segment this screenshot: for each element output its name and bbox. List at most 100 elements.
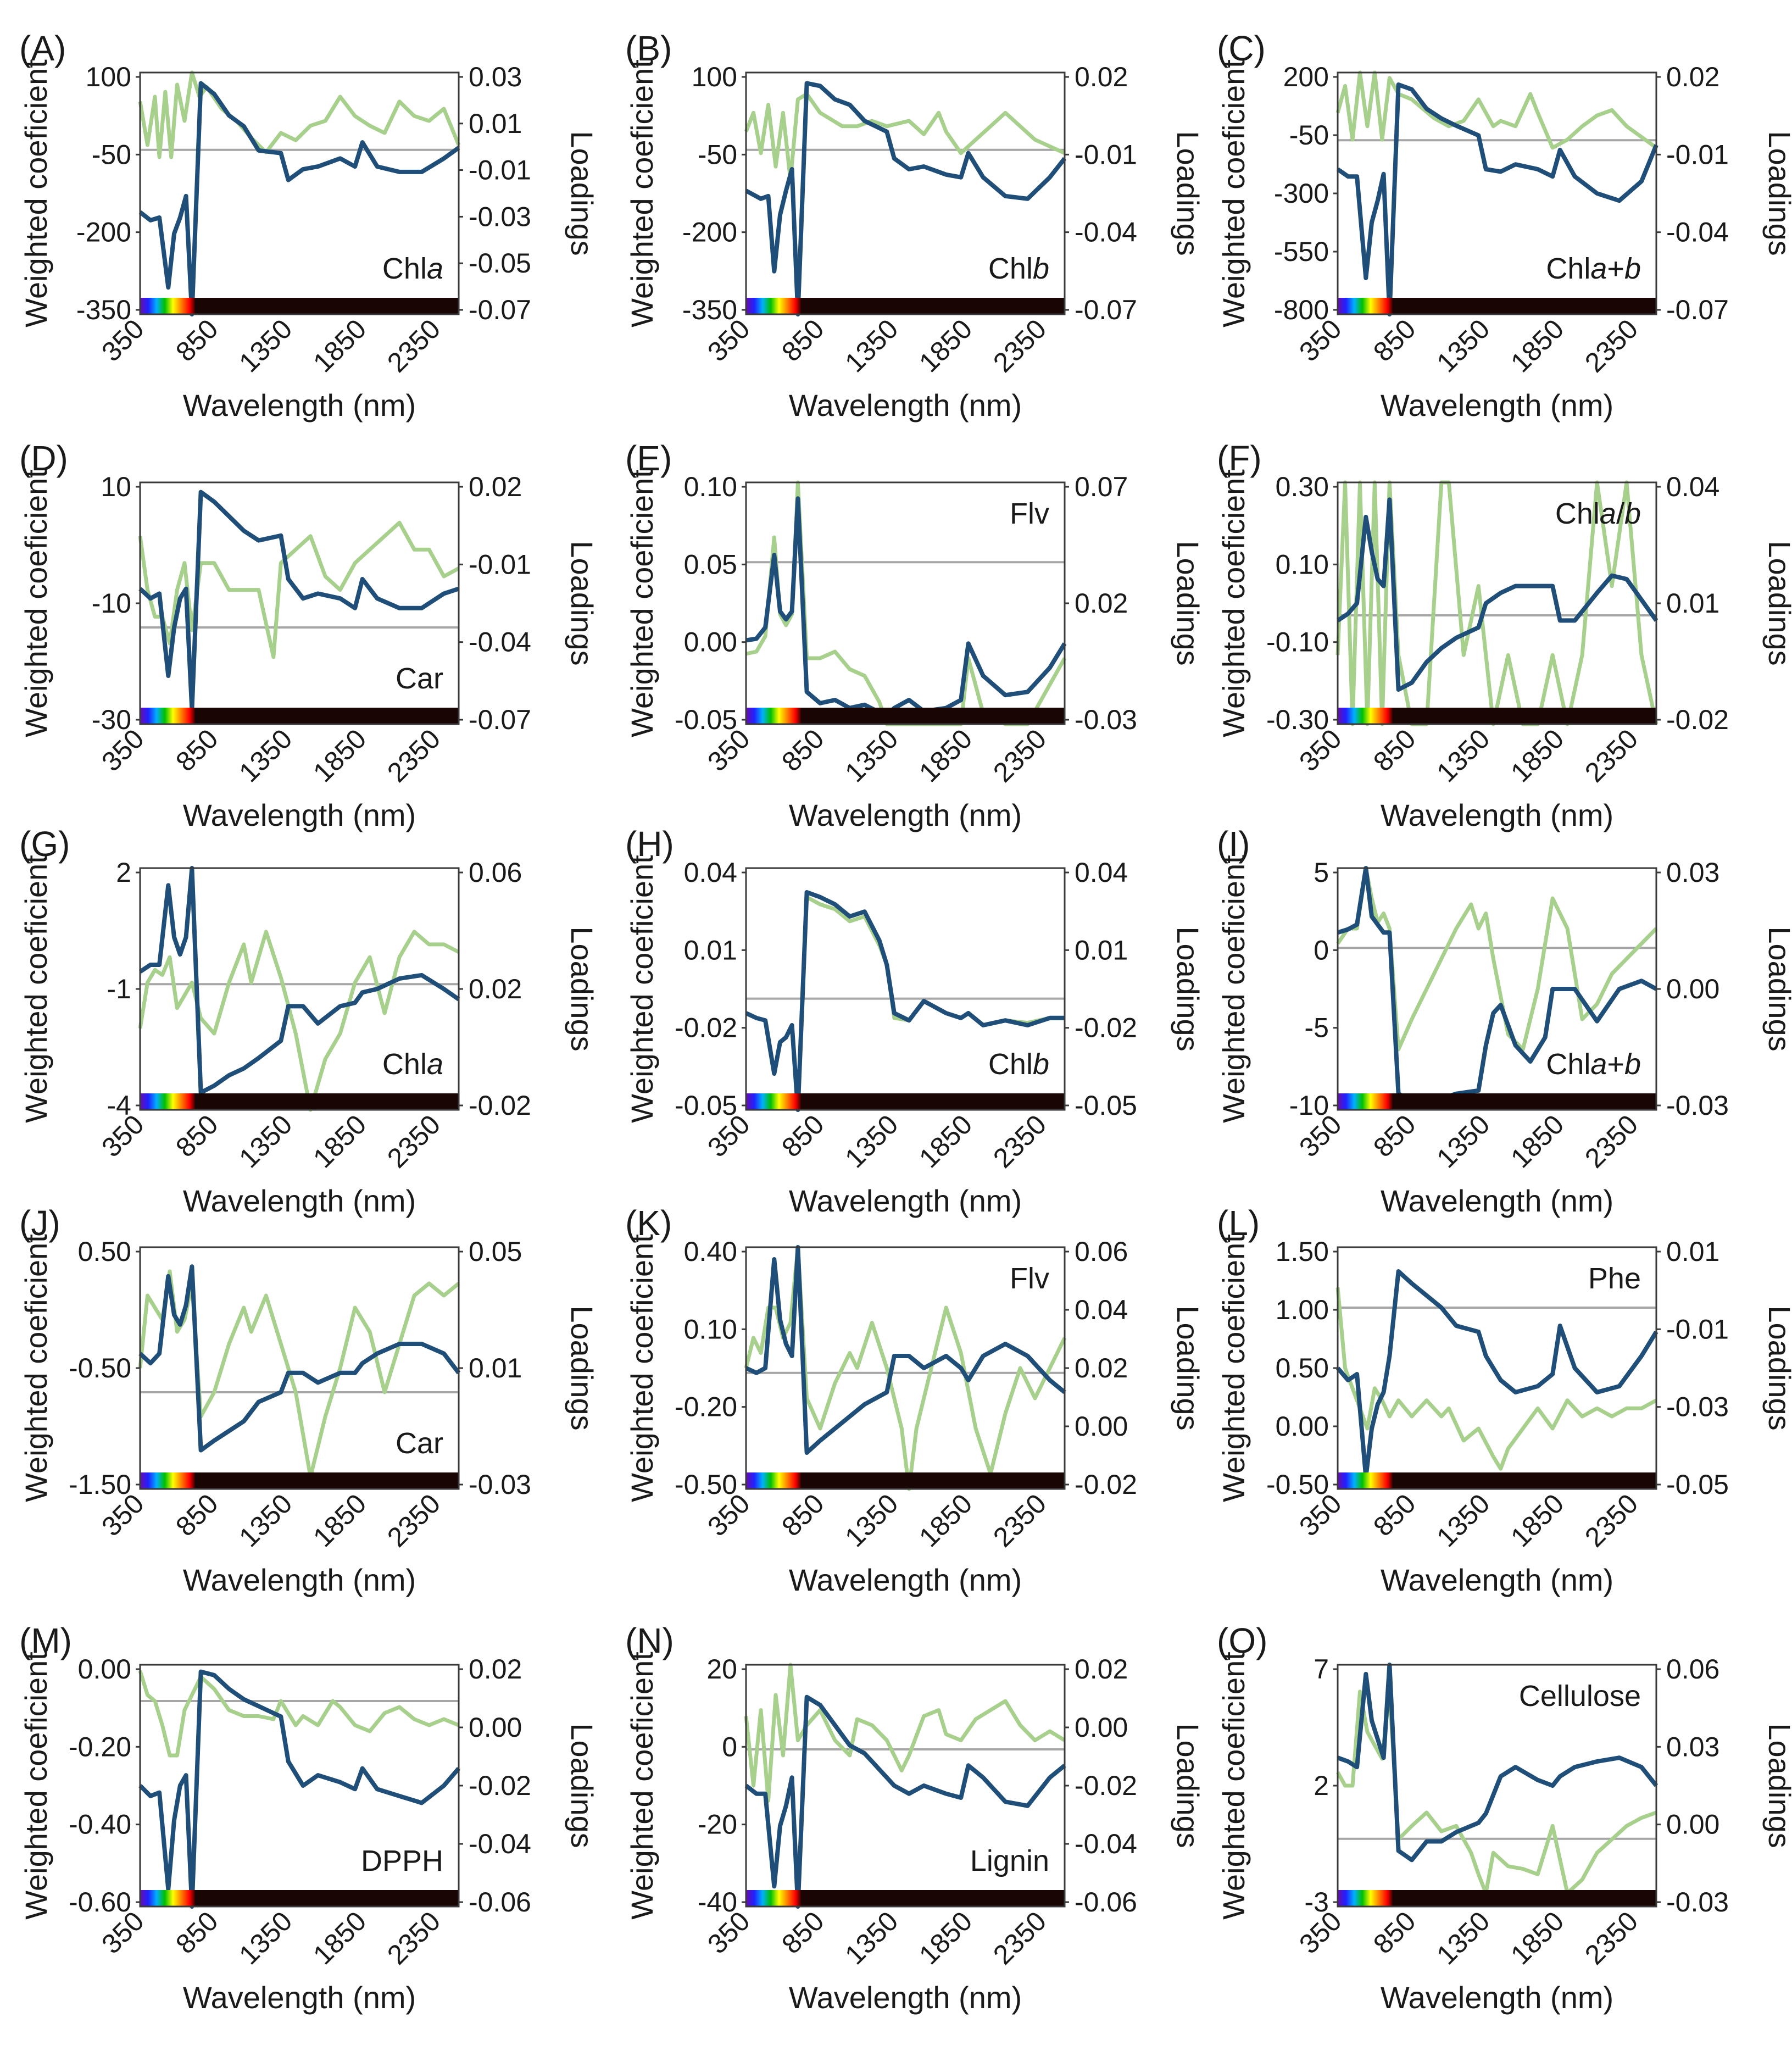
x-tick-label: 1350: [839, 723, 904, 788]
nir-swir-bar: [195, 708, 459, 724]
y-right-tick-label: -0.05: [1075, 1090, 1137, 1121]
x-tick-label: 2350: [987, 1109, 1052, 1174]
panel-annotation: Phe: [1588, 1262, 1641, 1295]
panel-a: (A) 100 -50 -200 -350 0.03 0.01 -0.01 -0.03 -0.05…: [19, 29, 599, 423]
x-axis-label: Wavelength (nm): [1381, 1183, 1613, 1218]
y-right-tick-label: -0.07: [469, 294, 531, 325]
y-right-tick-label: -0.01: [469, 549, 531, 580]
visible-spectrum-bar: [1338, 298, 1393, 314]
panel-l: (L) 1.50 1.00 0.50 0.00 -0.50 0.01 -0.01 -0.03 -0…: [1216, 1203, 1792, 1597]
loadings-series-line: [1335, 1689, 1657, 1896]
nir-swir-bar: [1393, 708, 1656, 724]
weights-series-line: [138, 866, 460, 1095]
panel-h: (H)0.040.01-0.02-0.050.040.01-0.02-0.053…: [625, 824, 1205, 1218]
x-axis-label: Wavelength (nm): [183, 798, 416, 832]
y-left-tick-label: 20: [706, 1654, 737, 1685]
y-right-tick-label: 0.03: [469, 62, 522, 92]
y-right-tick-label: -0.07: [1666, 294, 1729, 325]
y-left-tick-label: 0.10: [684, 1314, 737, 1344]
y-right-axis-label: Loadings: [565, 541, 599, 665]
panel-annotation: Flv: [1010, 497, 1049, 530]
loadings-series-line: [138, 930, 460, 1112]
x-axis-label: Wavelength (nm): [1381, 1563, 1613, 1597]
panel-annotation: DPPH: [361, 1844, 443, 1877]
x-tick-label: 2350: [1579, 1905, 1644, 1970]
y-left-tick-label: 0.00: [684, 627, 737, 658]
x-axis-label: Wavelength (nm): [183, 1183, 416, 1218]
y-left-tick-label: 0.00: [78, 1654, 131, 1685]
y-left-tick-label: -200: [76, 217, 131, 248]
y-right-tick-label: 0.02: [469, 471, 522, 502]
y-left-axis-label: Weighted coeficient: [19, 855, 53, 1123]
y-right-tick-label: -0.02: [1075, 1013, 1137, 1043]
y-right-tick-label: -0.02: [469, 1770, 531, 1801]
loadings-series-line: [1335, 70, 1658, 150]
x-tick-label: 850: [1367, 1905, 1422, 1960]
y-left-axis-label: Weighted coeficient: [1216, 855, 1251, 1123]
y-left-axis-label: Weighted coeficient: [1216, 469, 1251, 737]
y-right-tick-label: 0.01: [1075, 935, 1128, 965]
panel-annotation: Chla: [382, 252, 443, 285]
y-left-tick-label: 0.10: [1276, 549, 1329, 580]
y-right-axis-label: Loadings: [1171, 926, 1205, 1051]
panel-letter: (B): [625, 29, 672, 68]
nir-swir-bar: [195, 1890, 459, 1907]
x-tick-label: 2350: [987, 1905, 1052, 1970]
panel-letter: (J): [19, 1203, 60, 1243]
x-tick-label: 1850: [1505, 723, 1570, 788]
y-left-tick-label: -10: [1289, 1090, 1329, 1121]
y-right-tick-label: 0.01: [1666, 1236, 1719, 1267]
panel-letter: (D): [19, 438, 68, 478]
panel-letter: (E): [625, 438, 672, 478]
nir-swir-bar: [801, 1890, 1065, 1907]
weights-series-line: [1336, 82, 1659, 316]
x-tick-label: 1850: [1505, 1109, 1570, 1174]
y-left-tick-label: -550: [1274, 236, 1329, 267]
y-right-tick-label: 0.02: [1075, 1654, 1128, 1685]
y-right-tick-label: 0.01: [469, 1353, 522, 1383]
x-tick-label: 1350: [233, 313, 298, 378]
nir-swir-bar: [195, 1472, 459, 1489]
nir-swir-bar: [801, 708, 1065, 724]
y-left-tick-label: -0.50: [675, 1469, 737, 1500]
y-left-tick-label: -4: [107, 1090, 131, 1121]
panel-m: (M)0.00-0.20-0.40-0.600.020.00-0.02-0.04…: [19, 1621, 599, 2015]
x-tick-label: 1850: [1505, 1905, 1570, 1970]
y-left-tick-label: 0.10: [684, 471, 737, 502]
y-left-tick-label: -40: [698, 1887, 737, 1918]
y-left-tick-label: -0.20: [675, 1392, 737, 1422]
visible-spectrum-bar: [746, 708, 801, 724]
weights-series-line: [745, 1245, 1066, 1455]
nir-swir-bar: [801, 298, 1065, 314]
panel-letter: (C): [1217, 29, 1266, 68]
y-right-axis-label: Loadings: [1762, 131, 1792, 255]
x-tick-label: 2350: [987, 723, 1052, 788]
x-tick-label: 2350: [381, 313, 446, 378]
y-left-tick-label: -3: [1305, 1887, 1329, 1918]
visible-spectrum-bar: [1338, 1472, 1393, 1489]
y-right-tick-label: -0.04: [469, 1828, 531, 1859]
y-left-tick-label: 0: [1314, 935, 1329, 965]
weights-series-line: [745, 890, 1065, 1112]
y-right-tick-label: -0.03: [1666, 1090, 1729, 1121]
y-right-tick-label: -0.03: [469, 1469, 531, 1500]
loadings-series-line: [138, 520, 460, 659]
x-axis-label: Wavelength (nm): [183, 1563, 416, 1597]
x-tick-label: 1350: [1431, 1109, 1495, 1174]
y-left-axis-label: Weighted coeficient: [19, 469, 53, 737]
y-left-tick-label: 2: [116, 857, 131, 888]
loadings-series-line: [1336, 866, 1658, 1052]
x-tick-label: 1350: [1431, 1488, 1495, 1553]
weights-series-line: [1335, 1269, 1659, 1479]
x-tick-label: 1850: [307, 1488, 372, 1553]
weights-series-line: [744, 1694, 1066, 1909]
loadings-series-line: [1335, 1287, 1657, 1471]
x-tick-label: 2350: [381, 1109, 446, 1174]
panel-letter: (K): [625, 1203, 672, 1243]
visible-spectrum-bar: [1338, 1093, 1393, 1110]
y-left-tick-label: -0.02: [675, 1013, 737, 1043]
loadings-series-line: [1335, 480, 1659, 726]
y-left-tick-label: 200: [1283, 62, 1329, 92]
